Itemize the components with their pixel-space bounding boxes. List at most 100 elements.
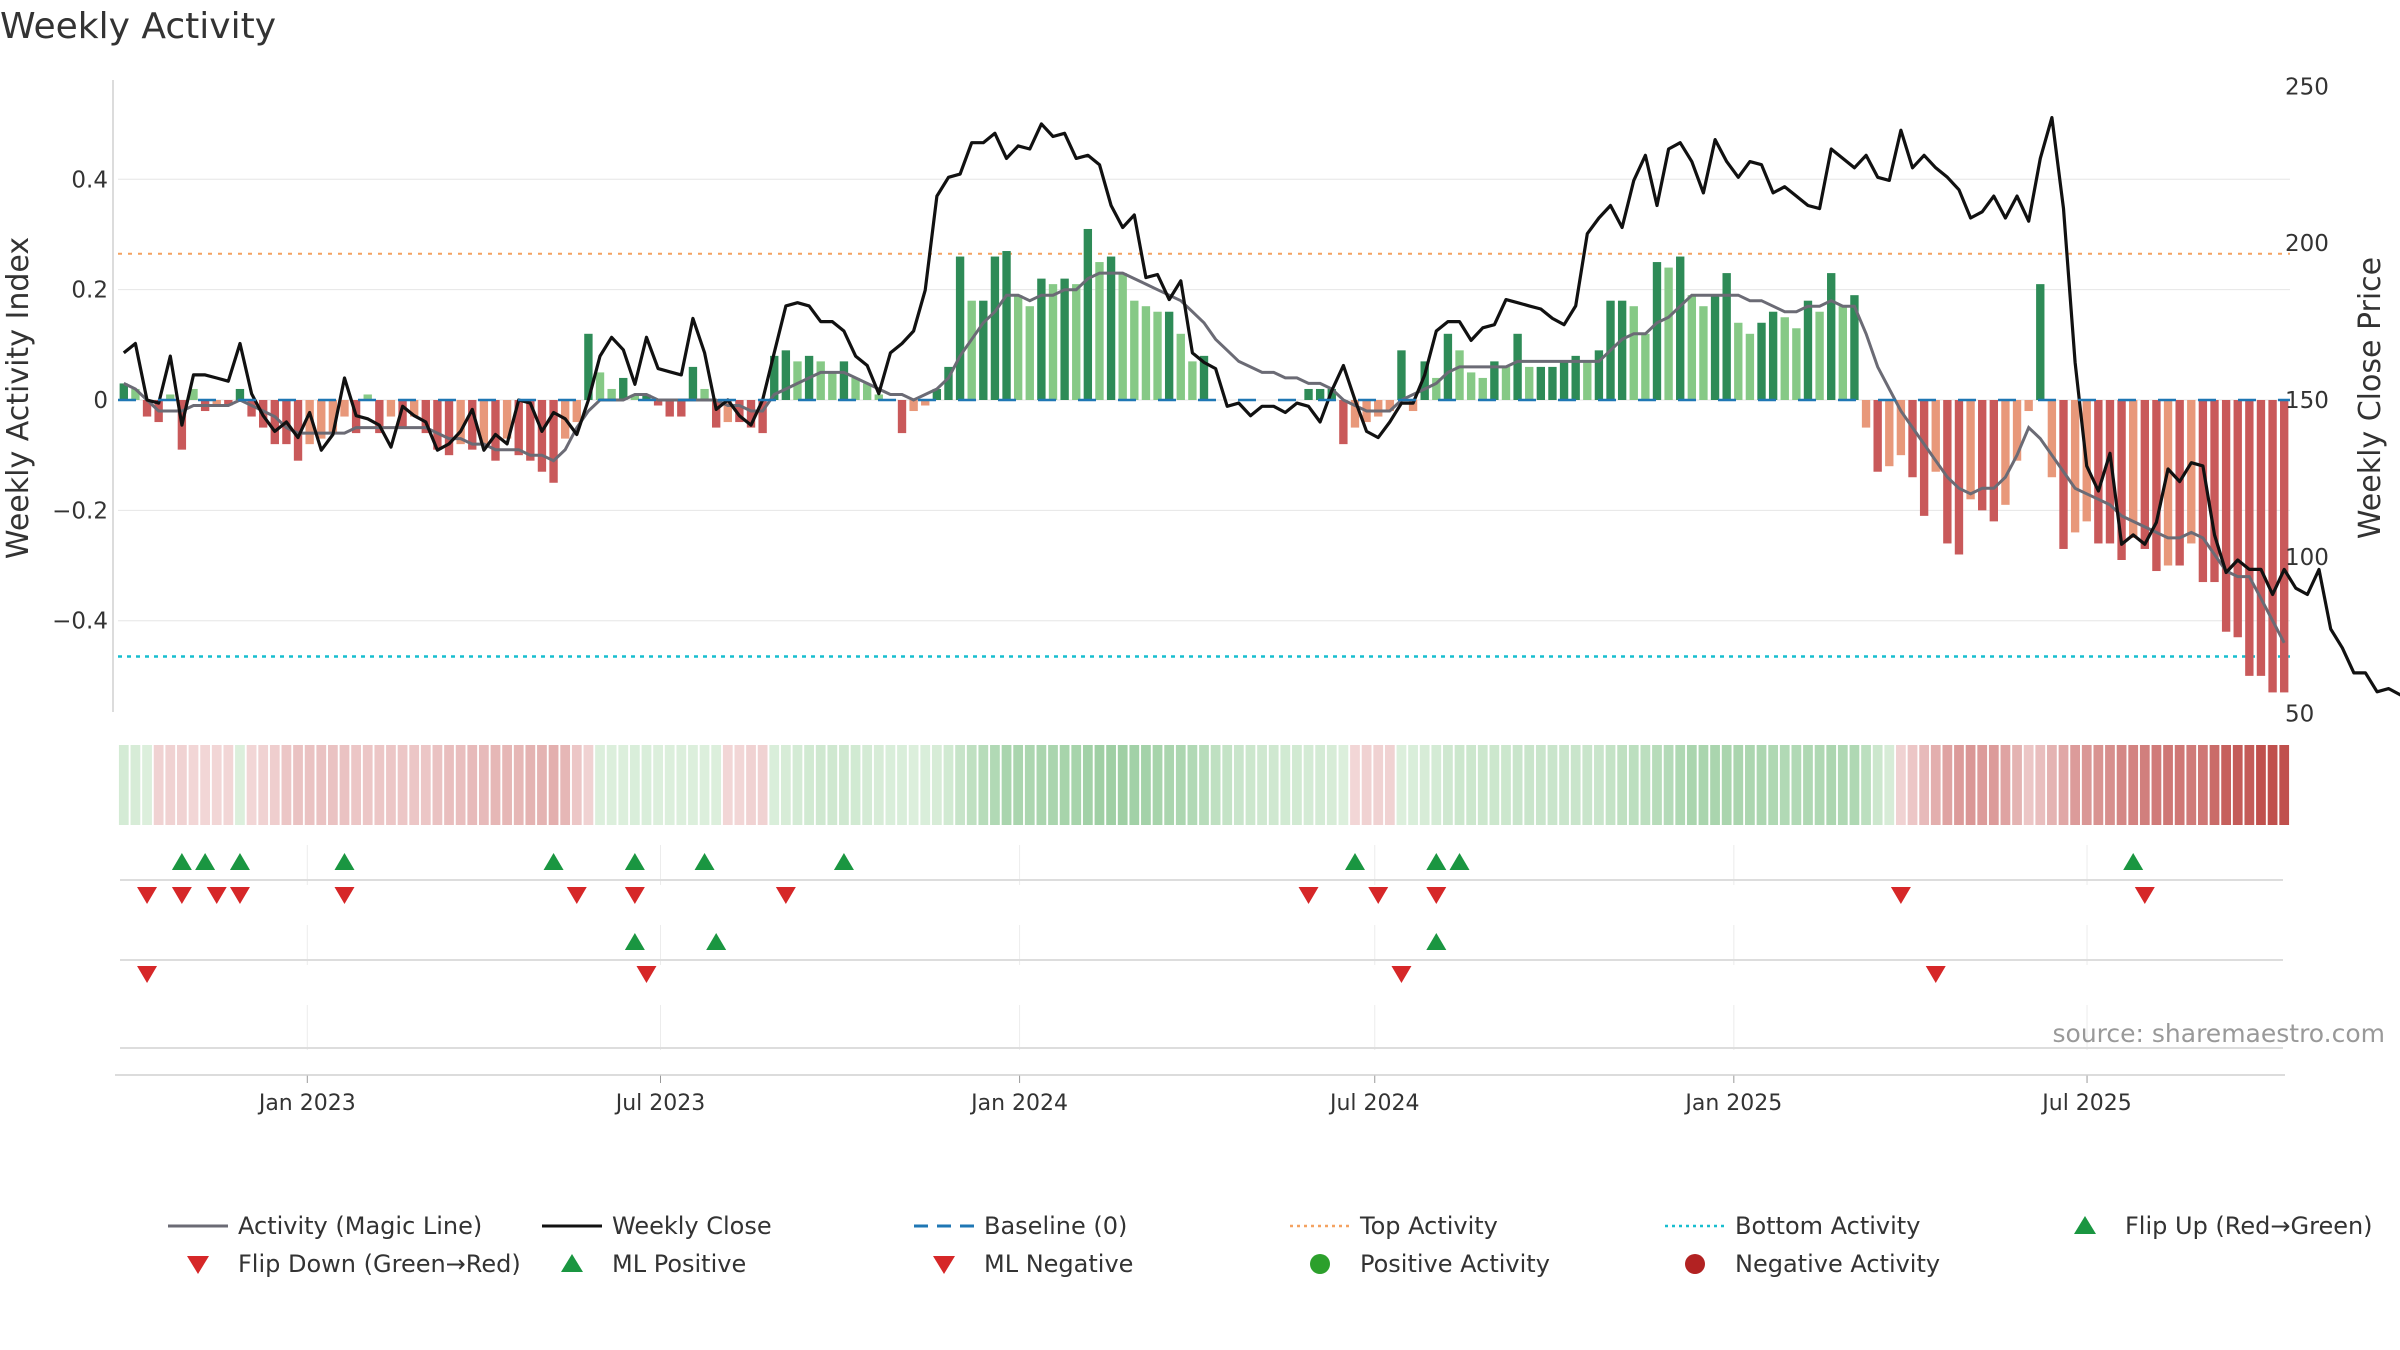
ml-negative-marker bbox=[1925, 966, 1946, 983]
activity-bar bbox=[1641, 333, 1650, 400]
heat-strip-cell bbox=[1942, 745, 1953, 825]
heat-strip-cell bbox=[1849, 745, 1860, 825]
activity-bar bbox=[1420, 361, 1429, 400]
heat-strip-cell bbox=[769, 745, 780, 825]
activity-bar bbox=[619, 377, 628, 400]
heat-strip-cell bbox=[2163, 745, 2173, 825]
flip-down-marker bbox=[1298, 887, 1319, 904]
heat-strip-cell bbox=[293, 745, 303, 825]
activity-bar bbox=[212, 400, 221, 406]
heat-strip-cell bbox=[2035, 745, 2046, 825]
activity-bar bbox=[1141, 306, 1151, 400]
activity-bar bbox=[2024, 400, 2033, 412]
flip-down-marker bbox=[171, 887, 192, 904]
activity-bar bbox=[607, 388, 616, 400]
activity-bar bbox=[2198, 400, 2208, 583]
activity-bar bbox=[340, 400, 349, 417]
activity-bar bbox=[1896, 400, 1906, 456]
activity-bar bbox=[468, 400, 477, 450]
y-right-tick-label: 100 bbox=[2285, 545, 2329, 571]
activity-bar bbox=[224, 400, 233, 406]
heat-strip-cell bbox=[885, 745, 896, 825]
heat-strip-cell bbox=[699, 745, 710, 825]
activity-bar bbox=[1734, 322, 1743, 400]
activity-bar bbox=[793, 361, 802, 400]
heat-strip-cell bbox=[1698, 745, 1709, 825]
axes: 0.4 0.2 0 −0.2 −0.4 250 200 150 100 50 Jan 2023 Jul… bbox=[52, 74, 2329, 1116]
activity-bar bbox=[1060, 278, 1069, 400]
activity-bar bbox=[2280, 400, 2289, 693]
flip-up-marker bbox=[543, 853, 564, 870]
activity-bar bbox=[410, 400, 419, 417]
flip-up-marker bbox=[334, 853, 355, 870]
heat-strip-cell bbox=[153, 745, 164, 825]
y-right-tick-label: 50 bbox=[2285, 702, 2314, 728]
heat-strip-cell bbox=[780, 745, 791, 825]
activity-bar bbox=[1443, 333, 1453, 400]
legend-label: Negative Activity bbox=[1735, 1250, 1940, 1278]
heat-strip-cell bbox=[316, 745, 327, 825]
activity-bar bbox=[851, 377, 860, 400]
flip-down-marker bbox=[775, 887, 796, 904]
heat-strip-cell bbox=[1652, 745, 1662, 825]
legend-label: Flip Down (Green→Red) bbox=[238, 1250, 521, 1278]
heat-strip-cell bbox=[2070, 745, 2081, 825]
activity-bar bbox=[2070, 400, 2080, 533]
heat-strip-cell bbox=[1187, 745, 1198, 825]
activity-bar bbox=[746, 400, 756, 428]
heat-strip-cell bbox=[1954, 745, 1964, 825]
activity-bar bbox=[328, 400, 338, 434]
legend-label: Weekly Close bbox=[612, 1212, 772, 1240]
activity-bar bbox=[700, 388, 709, 400]
heat-strip-cell bbox=[327, 745, 338, 825]
legend: Activity (Magic Line) Weekly Close Baselin… bbox=[168, 1212, 2373, 1278]
heat-strip-cell bbox=[1338, 745, 1349, 825]
heat-strip-cell bbox=[1663, 745, 1674, 825]
heat-strip-cell bbox=[2232, 745, 2243, 825]
activity-bar bbox=[2221, 400, 2231, 632]
heat-strip-cell bbox=[583, 745, 594, 825]
heat-strip-cell bbox=[908, 745, 919, 825]
flip-down-marker bbox=[624, 887, 645, 904]
activity-bar bbox=[2001, 400, 2010, 505]
series-lines bbox=[118, 115, 2400, 697]
activity-bar bbox=[770, 355, 779, 400]
heat-strip-cell bbox=[1814, 745, 1825, 825]
activity-bar bbox=[1966, 400, 1975, 500]
ml-negative-marker bbox=[1391, 966, 1412, 983]
activity-bar bbox=[1583, 361, 1592, 400]
legend-swatch bbox=[2074, 1216, 2096, 1234]
heat-strip-cell bbox=[2000, 745, 2011, 825]
weekly-close-line bbox=[122, 115, 2400, 697]
heat-strip-cell bbox=[1605, 745, 1616, 825]
activity-bar bbox=[1699, 306, 1708, 400]
heat-strip-cell bbox=[1547, 745, 1558, 825]
activity-bar bbox=[1432, 377, 1441, 400]
heat-strip-cell bbox=[688, 745, 698, 825]
heat-strip-cell bbox=[2105, 745, 2115, 825]
heat-strip-cell bbox=[2139, 745, 2150, 825]
activity-bar bbox=[2129, 400, 2138, 538]
activity-bar bbox=[1188, 361, 1197, 400]
activity-bar bbox=[1106, 256, 1116, 400]
heat-strip-cell bbox=[1675, 745, 1686, 825]
activity-bar bbox=[433, 400, 442, 450]
heat-strip-cell bbox=[304, 745, 315, 825]
activity-bar bbox=[653, 400, 663, 406]
activity-bar bbox=[247, 400, 256, 417]
heat-strip-cell bbox=[1501, 745, 1511, 825]
legend-swatch bbox=[1310, 1254, 1330, 1274]
heat-strip-cell bbox=[455, 745, 466, 825]
activity-bar bbox=[1199, 355, 1209, 400]
activity-bars bbox=[119, 228, 2289, 693]
heat-strip-cell bbox=[490, 745, 501, 825]
heat-strip-cell bbox=[873, 745, 884, 825]
activity-bar bbox=[677, 400, 686, 417]
heat-strip-cell bbox=[653, 745, 663, 825]
activity-bar bbox=[189, 388, 198, 400]
activity-bar bbox=[386, 400, 396, 417]
activity-heat-strip bbox=[118, 745, 2290, 825]
heat-strip-cell bbox=[467, 745, 478, 825]
activity-bar bbox=[1490, 361, 1499, 400]
